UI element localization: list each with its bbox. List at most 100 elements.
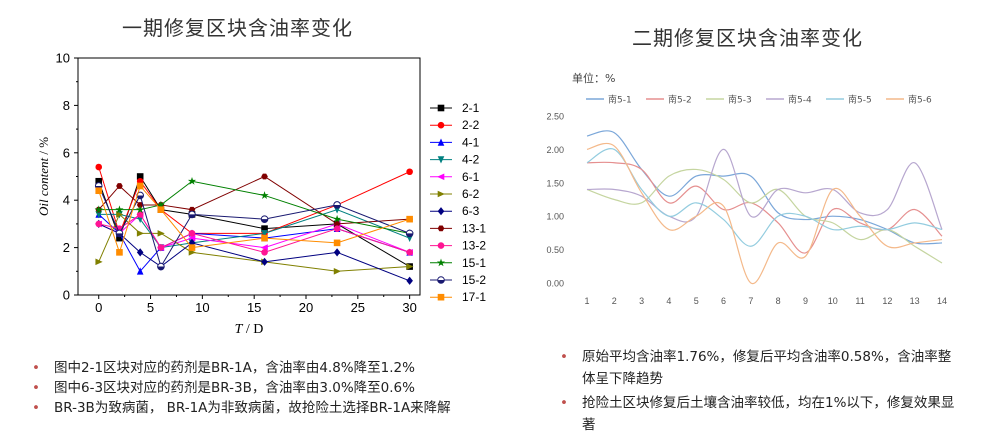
legend-marker <box>437 121 445 129</box>
right-bullet-item: • 原始平均含油率1.76%，修复后平均含油率0.58%，含油率整体呈下降趋势 <box>556 346 956 390</box>
series-南5-5 <box>586 148 943 247</box>
data-point <box>260 191 269 199</box>
right-legend-label: 南5-2 <box>668 94 692 106</box>
legend-label: 15-2 <box>462 273 486 287</box>
series-line <box>98 180 410 234</box>
series-line <box>98 175 410 267</box>
right-legend-label: 南5-4 <box>788 94 812 106</box>
series-4-1 <box>95 210 413 275</box>
data-point <box>136 267 144 275</box>
data-point <box>187 176 197 185</box>
legend-item: 4-1 <box>430 135 480 149</box>
data-point <box>136 248 144 257</box>
right-legend-item: 南5-5 <box>826 94 872 106</box>
series-line <box>98 213 410 272</box>
legend-label: 6-2 <box>462 187 480 201</box>
data-point <box>188 234 196 242</box>
right-x-tick-label: 4 <box>666 296 671 306</box>
data-point <box>406 215 413 223</box>
bullet-dot-icon: • <box>32 400 40 416</box>
y-tick-label: 2 <box>63 240 70 255</box>
data-point <box>261 249 268 256</box>
right-x-tick-label: 8 <box>776 296 781 306</box>
y-tick-label: 10 <box>56 51 70 66</box>
legend-label: 6-1 <box>462 170 480 184</box>
series-line <box>98 166 410 235</box>
right-y-tick-label: 0.50 <box>546 245 564 255</box>
legend-marker <box>437 242 445 249</box>
right-x-tick-label: 11 <box>855 296 864 306</box>
series-6-2 <box>95 211 414 275</box>
data-point <box>115 205 124 214</box>
legend-marker <box>437 276 445 284</box>
data-point <box>333 248 341 257</box>
series-17-1 <box>95 182 413 256</box>
right-y-tick-label: 0.00 <box>546 279 564 289</box>
left-bullet-text: 图中2-1区块对应的药剂是BR-1A，含油率由4.8%降至1.2% <box>54 360 415 376</box>
right-x-tick-label: 6 <box>721 296 726 306</box>
data-point <box>116 249 123 256</box>
data-point <box>136 211 144 218</box>
right-y-tick-label: 1.00 <box>546 212 564 222</box>
bullet-dot-icon: • <box>32 380 40 396</box>
data-point <box>261 225 268 232</box>
legend-label: 13-2 <box>462 239 486 253</box>
data-point <box>188 244 196 251</box>
y-tick-label: 6 <box>63 145 70 160</box>
series-6-3 <box>95 219 413 285</box>
left-bullet-text: 图中6-3区块对应的药剂是BR-3B，含油率由3.0%降至0.6% <box>54 380 415 396</box>
x-tick-label: 5 <box>147 300 154 315</box>
right-bullet-item: • 抢险土区块修复后土壤含油率较低，均在1%以下，修复效果显著 <box>556 392 956 436</box>
data-point <box>405 229 414 238</box>
right-legend-item: 南5-6 <box>886 94 932 106</box>
legend-item: 2-2 <box>430 118 480 132</box>
left-bullet-item: • 图中6-3区块对应的药剂是BR-3B，含油率由3.0%降至0.6% <box>28 378 498 398</box>
data-point <box>116 211 124 218</box>
data-point <box>406 263 414 270</box>
series-line <box>98 209 410 249</box>
y-tick-label: 0 <box>63 288 70 303</box>
right-legend-item: 南5-4 <box>766 94 812 106</box>
right-x-tick-label: 12 <box>882 296 892 306</box>
data-point <box>116 234 123 242</box>
x-axis-label: T / D <box>235 322 264 337</box>
bullet-dot-icon: • <box>560 349 568 365</box>
data-point <box>260 215 269 223</box>
legend-item: 15-1 <box>430 256 486 270</box>
y-axis-label: Oil content / % <box>36 137 51 216</box>
legend-item: 13-2 <box>430 239 486 253</box>
right-x-tick-label: 13 <box>910 296 920 306</box>
data-point <box>260 244 268 251</box>
left-bullet-text: BR-3B为致病菌， BR-1A为非致病菌，故抢险土选择BR-1A来降解 <box>54 400 451 416</box>
right-y-tick-label: 2.00 <box>546 145 564 155</box>
data-point <box>136 173 144 180</box>
legend-marker <box>437 173 445 181</box>
right-legend-label: 南5-3 <box>728 94 752 106</box>
right-chart: 0.000.501.001.502.002.501 2 3 4 5 6 7 8 9 10 11 12 1… <box>546 94 947 307</box>
right-legend-item: 南5-1 <box>586 94 632 106</box>
data-point <box>95 220 103 228</box>
legend-label: 17-1 <box>462 290 486 304</box>
legend-label: 6-3 <box>462 204 480 218</box>
data-point <box>157 262 165 271</box>
legend-label: 2-1 <box>462 101 480 115</box>
data-point <box>406 168 413 176</box>
legend-label: 4-1 <box>462 135 480 149</box>
right-legend-item: 南5-3 <box>706 94 752 106</box>
legend-marker <box>437 293 445 301</box>
legend-marker <box>437 156 445 164</box>
data-point <box>95 163 103 171</box>
legend-marker <box>437 104 445 112</box>
data-point <box>156 200 165 209</box>
data-point <box>115 229 124 238</box>
series-南5-3 <box>586 168 943 264</box>
data-point <box>333 268 341 275</box>
right-x-tick-label: 3 <box>639 296 644 306</box>
legend-marker <box>437 225 445 232</box>
data-point <box>95 211 103 219</box>
legend-item: 17-1 <box>430 290 486 304</box>
legend-item: 15-2 <box>430 273 486 287</box>
data-point <box>136 202 144 208</box>
data-point <box>406 249 413 256</box>
